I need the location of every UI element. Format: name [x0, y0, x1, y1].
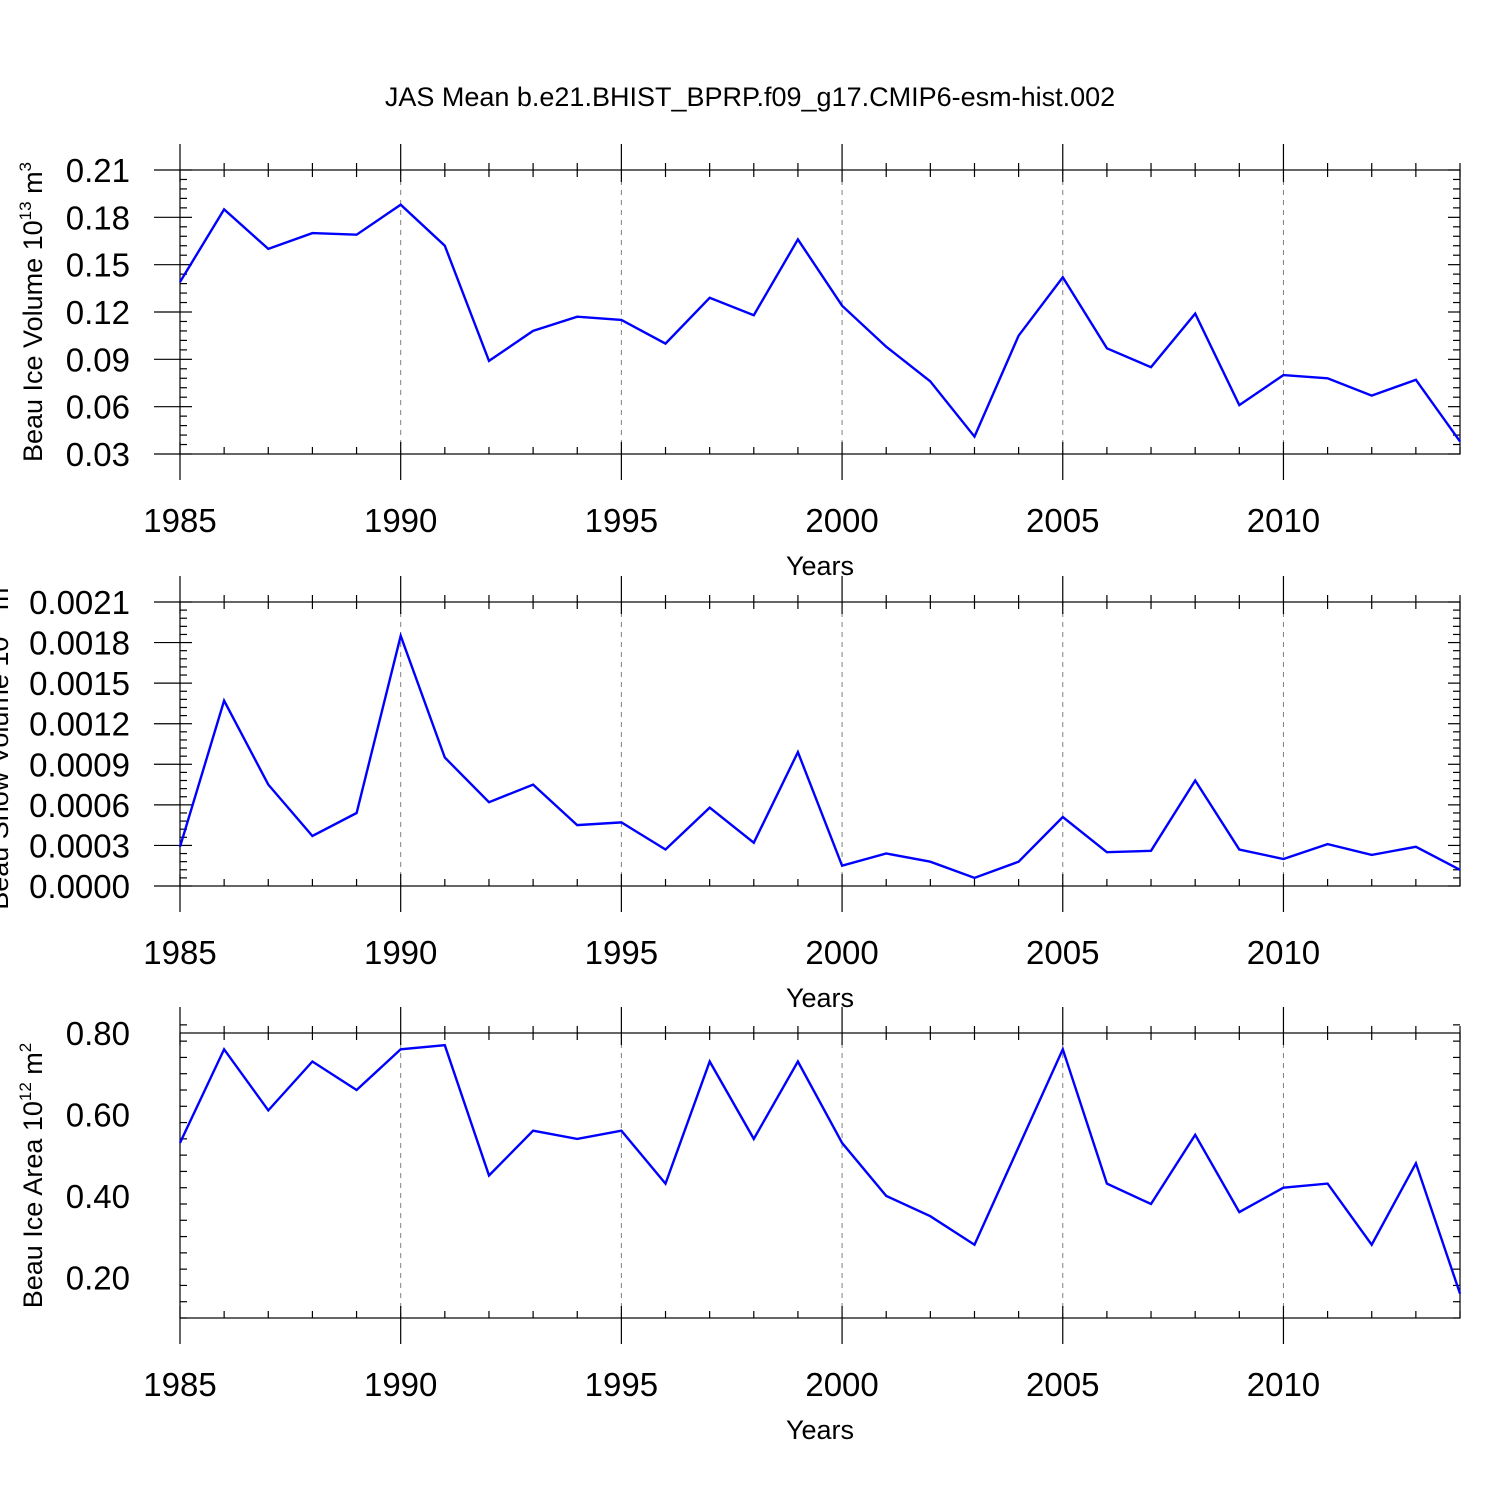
y-tick-label: 0.15	[66, 247, 130, 284]
y-axis-label: Beau Ice Volume 1013 m3	[16, 162, 48, 462]
series-line	[178, 203, 1461, 443]
x-tick-label: 2000	[805, 934, 878, 971]
y-tick-label: 0.0015	[29, 665, 130, 702]
y-axis-label-part: Beau Ice Area 10	[18, 1101, 48, 1308]
y-tick-label: 0.12	[66, 294, 130, 331]
y-axis-label-part: m	[18, 171, 48, 201]
y-tick-label: 0.18	[66, 199, 130, 236]
x-axis-label: Years	[786, 1415, 854, 1445]
y-tick-label: 0.80	[66, 1015, 130, 1052]
y-tick-label: 0.0021	[29, 584, 130, 621]
y-axis-label-superscript: 2	[16, 1043, 35, 1052]
y-tick-label: 0.0012	[29, 706, 130, 743]
y-tick-label: 0.0000	[29, 868, 130, 905]
x-tick-label: 1990	[364, 1366, 437, 1403]
plot-frame	[179, 1032, 1461, 1319]
x-tick-label: 1990	[364, 934, 437, 971]
x-tick-label: 1990	[364, 502, 437, 539]
x-tick-label: 2005	[1026, 934, 1099, 971]
x-tick-label: 1995	[585, 934, 658, 971]
y-axis-label-part: Beau Snow Volume 10	[0, 637, 14, 910]
y-axis-label-superscript: 3	[0, 578, 1, 587]
y-tick-label: 0.20	[66, 1259, 130, 1296]
chart-panel-2: 1985 1990 1995 2000 2005 20100.00000.00030.00…	[0, 576, 1461, 1013]
series-line	[178, 631, 1461, 880]
x-tick-label: 1995	[585, 1366, 658, 1403]
y-axis-label-part: Beau Ice Volume 10	[18, 220, 48, 462]
chart-panel-3: 1985 1990 1995 2000 2005 2010 0.20 0.40 0.60 0.80…	[16, 1007, 1462, 1445]
y-axis-label-superscript: 13	[0, 618, 1, 637]
x-tick-label: 2010	[1247, 502, 1320, 539]
y-axis-label-superscript: 12	[16, 1082, 35, 1101]
y-axis-label-superscript: 13	[16, 201, 35, 220]
y-axis-label-part: m	[18, 1052, 48, 1082]
y-axis-label-superscript: 3	[16, 162, 35, 171]
x-tick-label: 2005	[1026, 1366, 1099, 1403]
y-tick-label: 0.09	[66, 341, 130, 378]
x-tick-label: 1995	[585, 502, 658, 539]
y-axis-label-part: m	[0, 588, 14, 618]
x-axis-label: Years	[786, 551, 854, 581]
plot-frame	[179, 169, 1461, 455]
y-tick-label: 0.0018	[29, 625, 130, 662]
x-tick-label: 1985	[143, 502, 216, 539]
y-tick-label: 0.21	[66, 152, 130, 189]
chart-panel-1: 1985 1990 1995 2000 2005 2010 0.03 0.06 0.09 0.12…	[16, 144, 1461, 581]
y-tick-label: 0.06	[66, 389, 130, 426]
x-axis-label: Years	[786, 983, 854, 1013]
figure-title: JAS Mean b.e21.BHIST_BPRP.f09_g17.CMIP6-…	[385, 82, 1115, 112]
y-tick-label: 0.0003	[29, 827, 130, 864]
y-tick-label: 0.0009	[29, 746, 130, 783]
x-tick-label: 2005	[1026, 502, 1099, 539]
x-tick-label: 2000	[805, 1366, 878, 1403]
y-tick-label: 0.40	[66, 1178, 130, 1215]
y-axis-label: Beau Ice Area 1012 m2	[16, 1043, 48, 1309]
x-tick-label: 1985	[143, 934, 216, 971]
plot-frame	[179, 601, 1461, 887]
panels: 1985 1990 1995 2000 2005 2010 0.03 0.06 0.09 0.12…	[0, 144, 1462, 1445]
x-tick-label: 2010	[1247, 934, 1320, 971]
y-tick-label: 0.0006	[29, 787, 130, 824]
x-tick-label: 2010	[1247, 1366, 1320, 1403]
series-line	[178, 1043, 1462, 1294]
x-tick-label: 2000	[805, 502, 878, 539]
y-tick-label: 0.60	[66, 1096, 130, 1133]
x-tick-label: 1985	[143, 1366, 216, 1403]
y-tick-label: 0.03	[66, 436, 130, 473]
y-axis-label: Beau Snow Volume 1013 m3	[0, 578, 14, 910]
